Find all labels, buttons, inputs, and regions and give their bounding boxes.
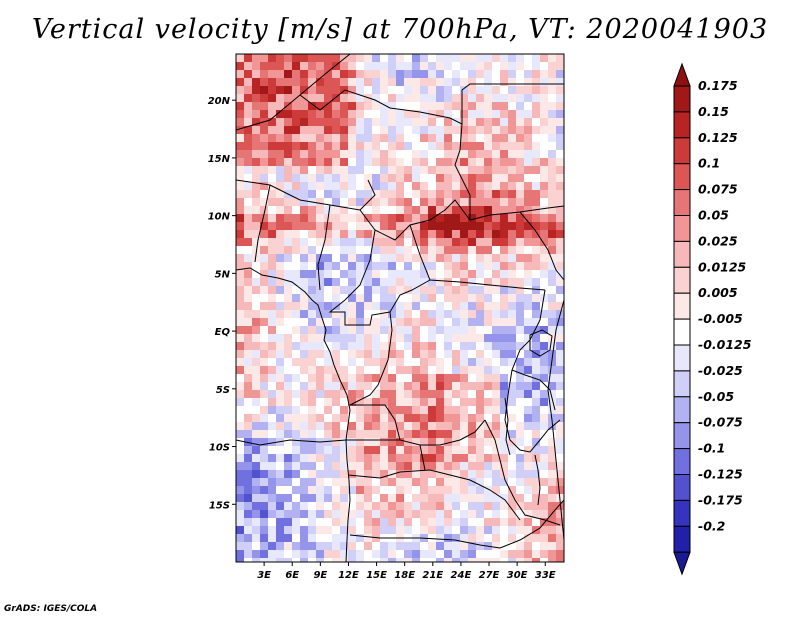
colorbar-label: 0.175 [698,78,738,93]
border-o [347,469,521,521]
colorbar: 0.175 0.15 0.125 0.1 0.075 0.05 0.025 0.0125 0.0… [673,62,752,576]
colorbar-swatch [673,344,691,372]
colorbar-label: 0.0125 [698,259,747,274]
colorbar-label: 0.05 [698,208,729,223]
colorbar-label: -0.0125 [698,337,752,352]
lake-malawi [534,454,541,506]
colorbar-top-arrow [673,62,691,87]
border-v [236,439,347,446]
coast-east [547,299,564,541]
border-i [409,224,546,291]
colorbar-swatch [673,189,691,217]
lon-tick-label: 21E [422,570,443,581]
colorbar-label: -0.075 [698,415,743,430]
border-k [349,311,393,406]
lat-tick-label: EQ [215,327,231,338]
longitude-axis: 3E 6E 9E 12E 15E 18E 21E 24E 27E 30E 33E [257,562,556,581]
lat-tick-label: 10S [209,443,230,454]
lake-tanganyika [504,397,511,456]
colorbar-swatch [673,318,691,346]
colorbar-swatch [673,163,691,191]
border-p [419,444,426,471]
country-borders [236,54,564,562]
border-r [349,499,564,549]
colorbar-swatch [673,499,691,527]
colorbar-swatch [673,137,691,165]
lake-victoria [529,329,553,357]
colorbar-swatch [673,525,691,553]
colorbar-swatch [673,85,691,113]
lon-tick-label: 3E [257,570,271,581]
colorbar-swatch [673,111,691,139]
colorbar-label: 0.005 [698,285,738,300]
map-title: Vertical velocity [m/s] at 700hPa, VT: 2… [31,14,769,45]
lon-tick-label: 24E [451,570,472,581]
colorbar-swatch [673,422,691,450]
border-f [254,184,271,263]
lat-tick-label: 5N [215,269,231,280]
colorbar-label: 0.1 [698,156,720,171]
grads-credit: GrADS: IGES/COLA [4,604,98,614]
colorbar-bottom-arrow [673,551,691,576]
border-c [461,83,564,124]
colorbar-label: 0.075 [698,182,738,197]
colorbar-swatch [673,215,691,242]
border-l [389,279,431,313]
colorbar-label: -0.1 [698,441,725,456]
border-g [317,204,331,291]
lat-tick-label: 15S [209,500,230,511]
lon-tick-label: 30E [507,570,528,581]
colorbar-label: -0.005 [698,311,743,326]
lon-tick-label: 15E [366,570,387,581]
colorbar-label: -0.2 [698,518,725,533]
lat-tick-label: 20N [208,96,231,107]
border-q [484,419,561,526]
colorbar-swatch [673,448,691,476]
colorbar-label: 0.125 [698,130,738,145]
colorbar-label: -0.175 [698,492,743,507]
lon-tick-label: 9E [313,570,327,581]
colorbar-label: -0.125 [698,467,743,482]
lat-tick-label: 10N [208,212,231,223]
colorbar-swatch [673,474,691,501]
lon-tick-label: 33E [535,570,556,581]
border-u [519,211,564,281]
coastline-west [236,267,351,562]
colorbar-label: -0.025 [698,363,743,378]
colorbar-label: 0.025 [698,233,738,248]
colorbar-label: -0.05 [698,389,734,404]
colorbar-swatch [673,240,691,268]
border-j [328,299,391,326]
border-e [359,199,564,241]
colorbar-swatch [673,370,691,398]
lon-tick-label: 27E [479,570,500,581]
colorbar-label: 0.15 [698,104,729,119]
colorbar-swatch [673,266,691,294]
lat-tick-label: 15N [208,154,231,165]
border-b [299,89,471,220]
lon-tick-label: 6E [285,570,299,581]
map-frame [235,53,565,563]
border-h [344,229,376,301]
border-t [511,369,556,411]
latitude-axis: 20N 15N 10N 5N EQ 5S 10S 15S [208,96,236,511]
velocity-field [236,54,564,562]
colorbar-swatch [673,292,691,320]
colorbar-swatch [673,396,691,424]
lon-tick-label: 18E [394,570,415,581]
lat-tick-label: 5S [216,385,230,396]
lon-tick-label: 12E [338,570,359,581]
